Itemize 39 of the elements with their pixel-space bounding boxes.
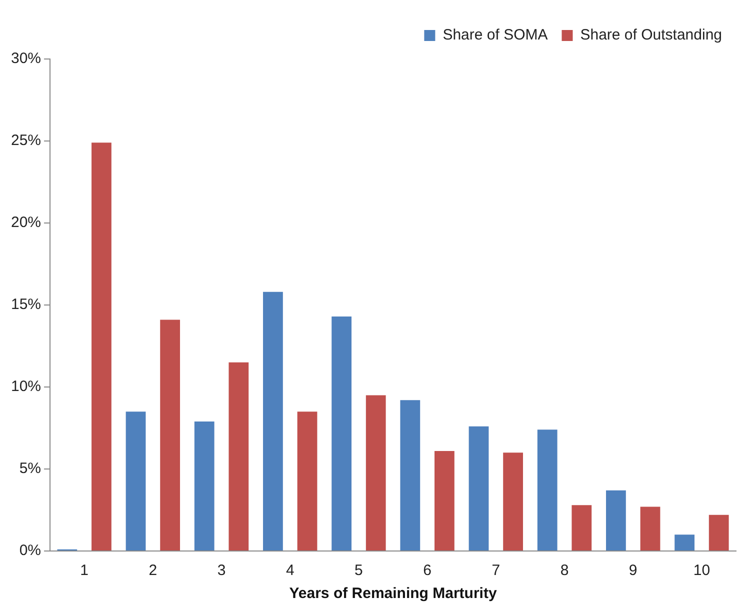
bar [332,316,352,550]
x-tick-label: 7 [492,562,500,580]
bar [674,534,694,550]
bar [468,426,489,550]
x-axis-title: Years of Remaining Marturity [289,585,498,602]
x-tick-label: 8 [560,562,569,580]
x-tick-label: 4 [286,562,294,580]
x-tick-label: 2 [148,562,158,580]
x-tick-label: 9 [628,562,638,580]
bar [572,505,592,550]
bar [400,400,420,550]
bar [537,430,558,550]
x-tick-label: 3 [217,562,226,580]
x-tick-label: 10 [693,562,710,580]
x-tick-label: 1 [80,562,88,580]
bar [194,421,214,550]
x-tick-label: 6 [423,562,432,580]
bar [126,412,146,550]
y-tick-label: 30% [10,50,42,68]
bar [228,362,249,550]
bar [366,395,386,550]
bar [263,292,283,550]
bar [434,450,454,550]
y-tick-label: 10% [10,378,42,396]
y-tick-label: 5% [19,460,42,478]
bar [160,320,180,550]
legend-label: Share of SOMA [442,26,548,44]
bar [640,506,660,550]
y-tick-label: 15% [10,296,42,314]
y-tick-label: 0% [19,542,42,560]
bar [503,452,524,550]
bar [92,142,112,550]
bar [606,490,626,550]
y-tick-label: 25% [10,132,42,150]
bar [708,514,729,550]
x-tick-label: 5 [354,562,363,580]
y-tick-label: 20% [10,214,42,232]
legend-label: Share of Outstanding [580,26,722,44]
bar [297,412,318,550]
